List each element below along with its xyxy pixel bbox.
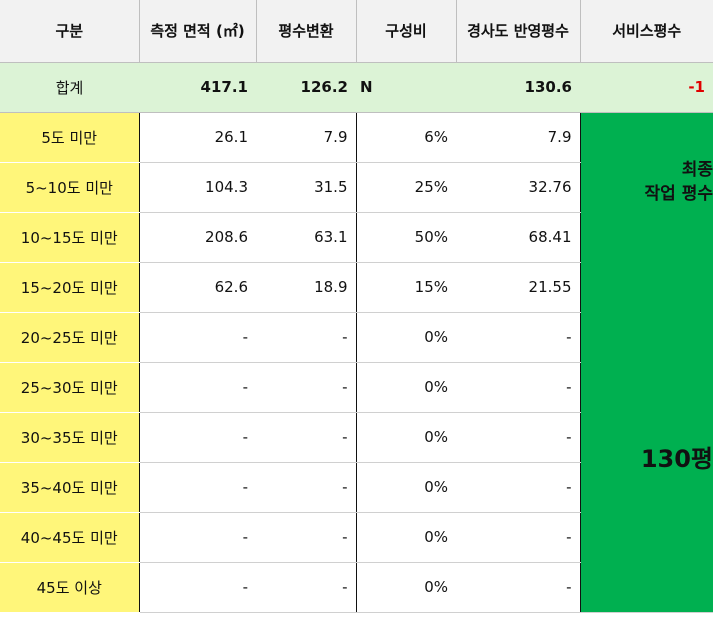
header-service-pyeong[interactable]: 서비스평수 [580, 0, 713, 63]
row-ratio[interactable]: 15% [356, 262, 456, 313]
table-row: 45도 이상 - - 0% - [0, 562, 713, 613]
header-measured-area[interactable]: 측정 면적 (㎡) [139, 0, 257, 63]
row-slope[interactable]: - [456, 512, 581, 563]
row-area[interactable]: - [139, 462, 256, 513]
row-area[interactable]: - [139, 412, 256, 463]
row-ratio[interactable]: 0% [356, 362, 456, 413]
row-ratio[interactable]: 0% [356, 412, 456, 463]
summary-slope-pyeong[interactable]: 130.6 [456, 62, 580, 113]
row-pyeong[interactable]: - [256, 512, 357, 563]
summary-ratio[interactable]: N [356, 62, 456, 113]
row-pyeong[interactable]: - [256, 312, 357, 363]
header-pyeong-conversion[interactable]: 평수변환 [256, 0, 357, 63]
row-pyeong[interactable]: 31.5 [256, 162, 357, 213]
header-ratio[interactable]: 구성비 [356, 0, 457, 63]
table-row: 5도 미만 26.1 7.9 6% 7.9 최종 작업 평수 130평 [0, 112, 713, 613]
summary-area[interactable]: 417.1 [139, 62, 256, 113]
row-label[interactable]: 15~20도 미만 [0, 262, 140, 313]
row-area[interactable]: 26.1 [139, 112, 256, 163]
summary-pyeong[interactable]: 126.2 [256, 62, 356, 113]
row-area[interactable]: - [139, 512, 256, 563]
row-label[interactable]: 5도 미만 [0, 112, 140, 163]
row-label[interactable]: 35~40도 미만 [0, 462, 140, 513]
row-label[interactable]: 45도 이상 [0, 562, 140, 613]
row-pyeong[interactable]: - [256, 362, 357, 413]
row-ratio[interactable]: 0% [356, 562, 456, 613]
row-slope[interactable]: 7.9 [456, 112, 581, 163]
row-ratio[interactable]: 0% [356, 312, 456, 363]
row-pyeong[interactable]: 18.9 [256, 262, 357, 313]
table-row: 5~10도 미만 104.3 31.5 25% 32.76 [0, 162, 713, 213]
row-slope[interactable]: - [456, 362, 581, 413]
table-row: 30~35도 미만 - - 0% - [0, 412, 713, 463]
final-value: 130평 [640, 444, 713, 473]
header-slope-pyeong[interactable]: 경사도 반영평수 [456, 0, 581, 63]
row-area[interactable]: 208.6 [139, 212, 256, 263]
row-pyeong[interactable]: - [256, 412, 357, 463]
row-pyeong[interactable]: 7.9 [256, 112, 357, 163]
row-area[interactable]: 104.3 [139, 162, 256, 213]
row-slope[interactable]: 32.76 [456, 162, 581, 213]
summary-service[interactable]: -1 [580, 62, 713, 113]
row-slope[interactable]: 21.55 [456, 262, 581, 313]
summary-label[interactable]: 합계 [0, 62, 139, 113]
row-area[interactable]: 62.6 [139, 262, 256, 313]
header-row: 구분 측정 면적 (㎡) 평수변환 구성비 경사도 반영평수 서비스평수 [0, 0, 713, 63]
final-title-line1: 최종 [681, 159, 713, 180]
table-row: 35~40도 미만 - - 0% - [0, 462, 713, 513]
row-ratio[interactable]: 0% [356, 462, 456, 513]
row-pyeong[interactable]: - [256, 562, 357, 613]
table-row: 20~25도 미만 - - 0% - [0, 312, 713, 363]
row-area[interactable]: - [139, 562, 256, 613]
row-slope[interactable]: - [456, 562, 581, 613]
row-slope[interactable]: 68.41 [456, 212, 581, 263]
row-slope[interactable]: - [456, 312, 581, 363]
row-label[interactable]: 10~15도 미만 [0, 212, 140, 263]
table-row: 40~45도 미만 - - 0% - [0, 512, 713, 563]
row-pyeong[interactable]: - [256, 462, 357, 513]
row-ratio[interactable]: 25% [356, 162, 456, 213]
row-pyeong[interactable]: 63.1 [256, 212, 357, 263]
table-row: 15~20도 미만 62.6 18.9 15% 21.55 [0, 262, 713, 313]
row-area[interactable]: - [139, 312, 256, 363]
table-row: 25~30도 미만 - - 0% - [0, 362, 713, 413]
summary-row: 합계 417.1 126.2 N 130.6 -1 [0, 62, 713, 113]
row-label[interactable]: 40~45도 미만 [0, 512, 140, 563]
final-title-line2: 작업 평수 [644, 183, 713, 204]
table-row: 10~15도 미만 208.6 63.1 50% 68.41 [0, 212, 713, 263]
row-label[interactable]: 5~10도 미만 [0, 162, 140, 213]
row-slope[interactable]: - [456, 412, 581, 463]
row-ratio[interactable]: 50% [356, 212, 456, 263]
row-label[interactable]: 20~25도 미만 [0, 312, 140, 363]
row-ratio[interactable]: 6% [356, 112, 456, 163]
row-label[interactable]: 25~30도 미만 [0, 362, 140, 413]
row-area[interactable]: - [139, 362, 256, 413]
row-slope[interactable]: - [456, 462, 581, 513]
row-label[interactable]: 30~35도 미만 [0, 412, 140, 463]
header-category[interactable]: 구분 [0, 0, 140, 63]
final-title: 최종 작업 평수 [581, 158, 713, 206]
final-pyeong-box[interactable]: 최종 작업 평수 130평 [580, 112, 713, 613]
row-ratio[interactable]: 0% [356, 512, 456, 563]
